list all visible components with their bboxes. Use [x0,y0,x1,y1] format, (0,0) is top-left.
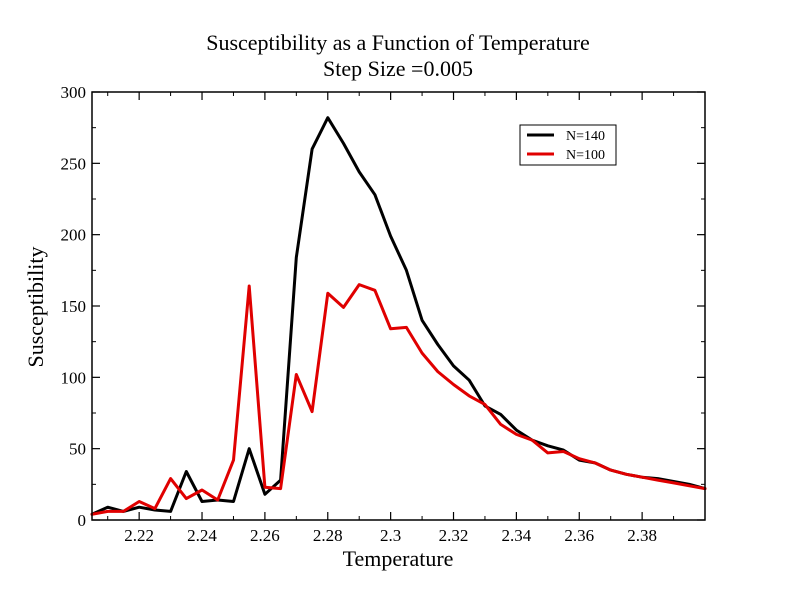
series-line-n100 [90,283,707,516]
data-series [90,116,707,516]
chart-title: Susceptibility as a Function of Temperat… [206,30,590,55]
x-tick-label: 2.22 [124,526,154,545]
legend-label-n140: N=140 [566,129,605,144]
x-tick-label: 2.24 [187,526,217,545]
y-tick-label: 300 [61,83,87,102]
y-tick-label: 200 [61,226,87,245]
x-tick-label: 2.28 [313,526,343,545]
y-tick-label: 100 [61,368,87,387]
x-tick-label: 2.26 [250,526,280,545]
y-tick-label: 250 [61,154,87,173]
x-tick-label: 2.3 [380,526,401,545]
x-tick-label: 2.38 [627,526,657,545]
chart-subtitle: Step Size =0.005 [323,56,473,81]
y-tick-label: 150 [61,297,87,316]
x-tick-label: 2.32 [439,526,469,545]
y-tick-label: 0 [78,511,87,530]
x-tick-label: 2.36 [564,526,594,545]
axis-tick-labels: 2.22 2.24 2.26 2.28 2.3 2.32 2.34 2.36 2.38 0 50 10… [61,83,658,545]
y-tick-label: 50 [69,440,86,459]
legend-box [519,124,617,166]
x-axis-label: Temperature [343,546,454,571]
plot-frame [91,91,706,521]
legend-label-n100: N=100 [566,148,605,163]
legend: N=140 N=100 [519,124,617,166]
y-axis-label: Susceptibility [23,247,48,368]
x-tick-label: 2.34 [502,526,532,545]
